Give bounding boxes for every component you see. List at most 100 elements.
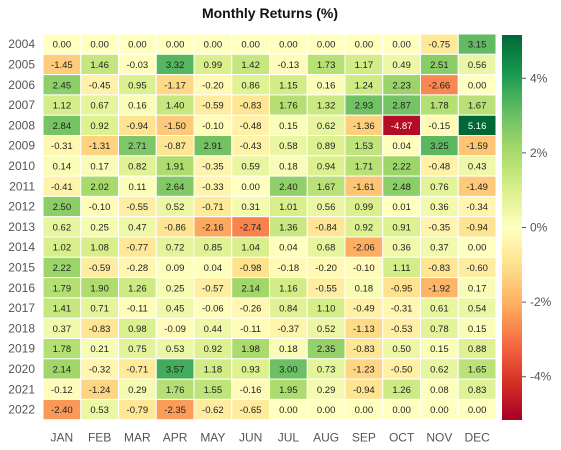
cell-value-label: 1.18 [204, 364, 223, 375]
cell-value-label: 0.15 [279, 121, 298, 132]
cell-value-label: 0.00 [355, 40, 374, 51]
cell-value-label: -2.35 [164, 405, 186, 416]
cell-value-label: 0.68 [317, 243, 336, 254]
cell-value-label: 3.15 [468, 40, 487, 51]
cell-value-label: -0.12 [51, 385, 73, 396]
cell-value-label: 0.89 [317, 141, 336, 152]
cell-value-label: 1.78 [430, 101, 449, 112]
year-tick-label: 2015 [8, 260, 35, 274]
cell-value-label: 0.75 [128, 344, 147, 355]
year-tick-label: 2011 [9, 179, 35, 193]
colorbar: -4% -2% 0% 2% 4% [502, 35, 552, 420]
cell-value-label: 0.56 [317, 202, 336, 213]
month-tick-label: FEB [88, 431, 111, 445]
cell-value-label: -0.94 [127, 121, 149, 132]
cell-value-label: 0.92 [204, 344, 223, 355]
cell-value-label: -0.37 [278, 324, 300, 335]
cell-value-label: 0.43 [468, 161, 487, 172]
cell-value-label: -0.31 [51, 141, 73, 152]
cell-value-label: 1.78 [53, 344, 72, 355]
cell-value-label: 0.59 [241, 161, 260, 172]
cell-value-label: -1.36 [353, 121, 375, 132]
cell-value-label: -0.55 [315, 283, 337, 294]
cell-value-label: 0.00 [279, 405, 298, 416]
cell-value-label: 0.72 [166, 243, 185, 254]
cell-value-label: 1.08 [90, 243, 109, 254]
cell-value-label: 2.02 [90, 182, 109, 193]
cell-value-label: -2.06 [353, 243, 375, 254]
cell-value-label: 1.15 [279, 80, 298, 91]
cell-value-label: 1.67 [468, 101, 487, 112]
cell-value-label: 0.54 [468, 304, 487, 315]
cell-value-label: -0.50 [391, 364, 413, 375]
cell-value-label: 0.83 [468, 385, 487, 396]
cell-value-label: 2.22 [53, 263, 72, 274]
cell-value-label: -0.59 [202, 101, 224, 112]
cell-value-label: -1.13 [353, 324, 375, 335]
cell-value-label: 0.92 [90, 121, 109, 132]
cell-value-label: 0.08 [430, 385, 449, 396]
cell-value-label: 0.58 [279, 141, 298, 152]
cell-value-label: 0.00 [166, 40, 185, 51]
cell-value-label: 1.53 [355, 141, 374, 152]
cell-value-label: 1.46 [90, 60, 109, 71]
cell-value-label: 3.57 [166, 364, 185, 375]
cell-value-label: 0.62 [317, 121, 336, 132]
cell-value-label: 0.91 [392, 222, 411, 233]
cell-value-label: -0.48 [429, 161, 451, 172]
year-tick-label: 2020 [8, 362, 35, 376]
cell-value-label: 0.99 [355, 202, 374, 213]
cell-value-label: 2.35 [317, 344, 336, 355]
cell-value-label: -0.59 [89, 263, 111, 274]
cell-value-label: 2.93 [355, 101, 374, 112]
month-tick-label: SEP [352, 431, 376, 445]
cell-value-label: 1.11 [393, 263, 411, 274]
cell-value-label: 2.84 [53, 121, 72, 132]
cell-value-label: 1.26 [128, 283, 147, 294]
month-tick-label: JUN [239, 431, 262, 445]
cell-value-label: 2.40 [279, 182, 298, 193]
cell-value-label: 1.73 [317, 60, 336, 71]
cell-value-label: 1.26 [392, 385, 411, 396]
cell-value-label: -0.35 [429, 222, 451, 233]
year-tick-label: 2007 [8, 98, 35, 112]
cell-value-label: 0.53 [90, 405, 109, 416]
cell-value-label: 0.78 [430, 324, 449, 335]
cell-value-label: -0.83 [429, 263, 451, 274]
heatmap-cells: 0.00 0.00 0.00 0.00 0.00 0.00 0.00 0.00 0.00 0.00… [42, 33, 497, 421]
cell-value-label: 0.99 [204, 60, 223, 71]
cell-value-label: -1.61 [353, 182, 375, 193]
cell-value-label: 1.95 [279, 385, 298, 396]
cell-value-label: 0.62 [53, 222, 72, 233]
cell-value-label: 1.02 [53, 243, 72, 254]
cell-value-label: 0.09 [166, 263, 185, 274]
cell-value-label: 0.00 [468, 405, 487, 416]
cell-value-label: -0.10 [353, 263, 375, 274]
cell-value-label: 1.91 [166, 161, 185, 172]
cell-value-label: 0.00 [317, 405, 336, 416]
cell-value-label: -0.95 [391, 283, 413, 294]
cell-value-label: -0.18 [278, 263, 300, 274]
cell-value-label: 0.62 [430, 364, 449, 375]
cell-value-label: -0.06 [202, 304, 224, 315]
cell-value-label: 0.00 [392, 405, 411, 416]
cell-value-label: -1.49 [466, 182, 488, 193]
year-tick-label: 2013 [8, 220, 35, 234]
cell-value-label: -0.11 [127, 304, 148, 315]
year-tick-label: 2006 [8, 78, 35, 92]
cell-value-label: 3.00 [279, 364, 298, 375]
cell-value-label: 0.00 [204, 40, 223, 51]
cell-value-label: 0.00 [430, 405, 449, 416]
cell-value-label: 0.31 [241, 202, 260, 213]
cell-value-label: -0.16 [240, 385, 262, 396]
cell-value-label: 1.42 [241, 60, 260, 71]
cell-value-label: -0.98 [240, 263, 262, 274]
cell-value-label: -2.74 [240, 222, 262, 233]
cell-value-label: 0.21 [90, 344, 109, 355]
year-tick-label: 2022 [8, 403, 35, 417]
cell-value-label: 1.40 [166, 101, 185, 112]
month-tick-label: NOV [426, 431, 452, 445]
month-axis: JAN FEB MAR APR MAY JUN JUL AUG SEP OCT NOV DEC [51, 431, 491, 445]
cell-value-label: 1.41 [53, 304, 72, 315]
